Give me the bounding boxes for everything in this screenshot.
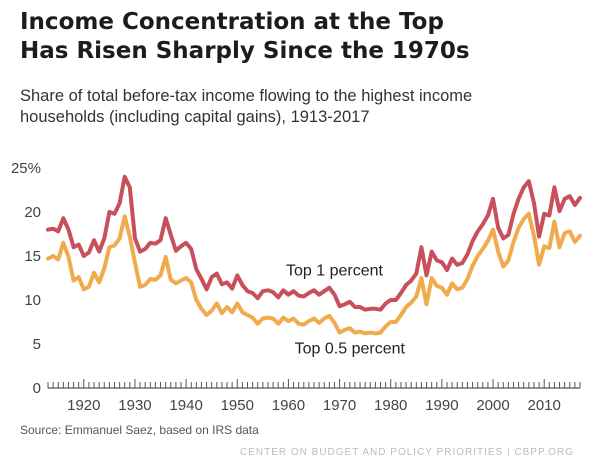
series-labels: Top 1 percent Top 0.5 percent xyxy=(286,262,406,357)
chart-subtitle: Share of total before-tax income flowing… xyxy=(20,86,580,128)
x-tick-label: 1970 xyxy=(323,397,356,414)
y-tick-label: 0 xyxy=(33,380,41,397)
y-tick-label: 15 xyxy=(24,248,41,265)
chart-title: Income Concentration at the Top Has Rise… xyxy=(20,8,580,66)
series-line-top-0-5-percent xyxy=(46,211,582,336)
x-tick-label: 1940 xyxy=(169,397,202,414)
x-tick-label: 1920 xyxy=(67,397,100,414)
chart-title-line-2: Has Risen Sharply Since the 1970s xyxy=(20,38,470,64)
series-line-top-1-percent xyxy=(46,174,582,312)
chart-title-line-1: Income Concentration at the Top xyxy=(20,9,444,35)
x-tick-label: 1950 xyxy=(221,397,254,414)
series-layer xyxy=(46,174,582,336)
x-tick-label: 2000 xyxy=(476,397,509,414)
y-tick-label: 20 xyxy=(24,204,41,221)
series-label-top-0-5-percent: Top 0.5 percent xyxy=(295,341,406,358)
source-note: Source: Emmanuel Saez, based on IRS data xyxy=(20,423,259,437)
x-tick-label: 1960 xyxy=(272,397,305,414)
credit-line: CENTER ON BUDGET AND POLICY PRIORITIES |… xyxy=(240,448,574,456)
y-tick-label: 25% xyxy=(11,160,41,177)
chart-subtitle-line-1: Share of total before-tax income flowing… xyxy=(20,87,473,105)
x-axis: 1920 1930 1940 1950 1960 1970 1980 1990 2000 2010 xyxy=(47,379,581,414)
x-tick-label: 1990 xyxy=(425,397,458,414)
x-tick-label: 2010 xyxy=(528,397,561,414)
chart-subtitle-line-2: households (including capital gains), 19… xyxy=(20,108,370,126)
x-tick-label: 1930 xyxy=(118,397,151,414)
y-axis: 0 5 10 15 20 25% xyxy=(11,160,41,397)
x-tick-label: 1980 xyxy=(374,397,407,414)
y-tick-label: 5 xyxy=(33,336,41,353)
y-tick-label: 10 xyxy=(24,292,41,309)
series-label-top-1-percent: Top 1 percent xyxy=(286,262,384,279)
